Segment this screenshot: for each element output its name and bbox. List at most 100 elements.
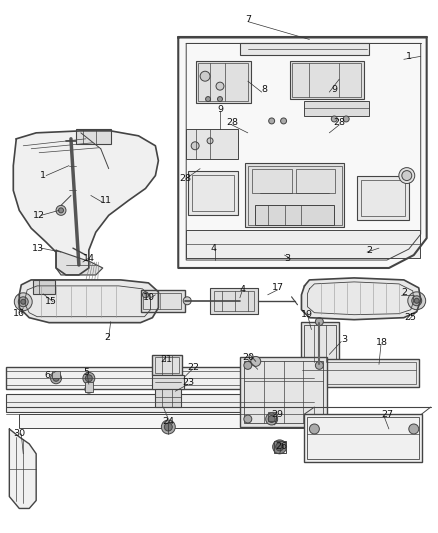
Circle shape [412,296,422,306]
Text: 2: 2 [366,246,372,255]
Text: 5: 5 [83,368,89,377]
Bar [7,372,314,385]
Bar [245,163,344,227]
Circle shape [50,373,61,384]
Bar [188,171,238,215]
Bar [240,358,327,427]
Circle shape [268,118,275,124]
Bar [152,375,184,389]
Polygon shape [19,280,159,322]
Text: 28: 28 [333,118,345,127]
Circle shape [234,297,241,304]
Circle shape [281,118,286,124]
Circle shape [18,297,28,307]
Bar [192,175,234,212]
Text: 7: 7 [245,15,251,24]
Bar [296,168,335,193]
Circle shape [207,138,213,144]
Circle shape [315,318,323,326]
Text: 22: 22 [187,363,199,372]
Bar [52,372,60,378]
Text: 4: 4 [210,244,216,253]
Text: 21: 21 [160,355,172,364]
Bar [357,175,409,220]
Text: 18: 18 [376,338,388,347]
Bar [301,321,339,364]
Text: 28: 28 [179,174,191,183]
Bar [268,412,276,421]
Bar [244,361,323,423]
Text: 23: 23 [182,378,194,387]
Bar [290,61,364,99]
Bar [210,288,258,314]
Bar [300,359,419,387]
Bar [248,166,342,225]
Text: 29: 29 [272,409,284,418]
Bar [274,441,286,453]
Polygon shape [9,429,36,508]
Bar [196,61,251,103]
Text: 12: 12 [33,211,45,220]
Text: 11: 11 [100,196,112,205]
Circle shape [244,415,252,423]
Circle shape [83,373,95,384]
Text: 27: 27 [381,409,393,418]
Circle shape [309,424,319,434]
Text: 1: 1 [40,171,46,180]
Circle shape [244,361,252,369]
Circle shape [85,385,93,393]
Circle shape [276,443,283,451]
Bar [240,43,369,55]
Text: 1: 1 [406,52,412,61]
Bar [252,168,292,193]
Circle shape [14,293,32,311]
Text: 4: 4 [240,285,246,294]
Bar [307,417,419,459]
Circle shape [399,168,415,183]
Circle shape [251,357,261,366]
Bar [304,101,369,116]
Circle shape [316,361,323,368]
Circle shape [266,413,278,425]
Bar [186,129,238,159]
Circle shape [142,292,148,298]
Bar [304,414,422,462]
Circle shape [53,375,59,381]
Bar [155,358,179,373]
Bar [186,230,420,258]
Bar [85,382,93,392]
Text: 24: 24 [162,416,174,425]
Circle shape [164,423,172,431]
Bar [7,367,314,389]
Bar [303,362,416,384]
Circle shape [268,416,275,423]
Text: 15: 15 [45,297,57,306]
Circle shape [59,208,64,213]
Text: 17: 17 [272,284,284,293]
Circle shape [218,96,223,102]
Circle shape [200,71,210,81]
Bar [155,389,181,407]
Text: 3: 3 [285,254,291,263]
Bar [304,325,336,362]
Circle shape [402,171,412,181]
Text: 20: 20 [242,353,254,362]
Text: 10: 10 [142,293,155,302]
Bar [19,414,318,428]
Circle shape [315,415,323,423]
Text: 13: 13 [32,244,44,253]
Bar [141,290,185,312]
Text: 25: 25 [405,313,417,322]
Circle shape [414,298,419,303]
Text: 14: 14 [83,254,95,263]
Bar [198,63,248,101]
Circle shape [409,424,419,434]
Circle shape [161,420,175,434]
Circle shape [191,142,199,150]
Text: 16: 16 [13,309,25,318]
Bar [33,280,55,294]
Circle shape [273,440,286,454]
Text: 6: 6 [44,371,50,380]
Bar [7,394,314,412]
Text: 26: 26 [276,442,288,451]
